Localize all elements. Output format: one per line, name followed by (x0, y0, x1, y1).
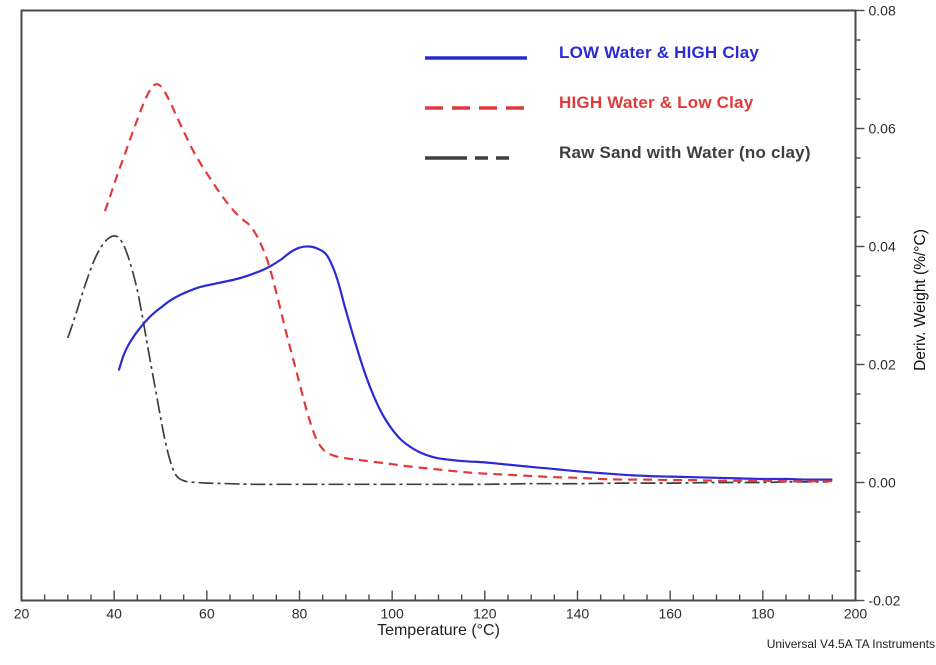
legend-label-low-water-high-clay: LOW Water & HIGH Clay (559, 43, 760, 62)
legend-label-high-water-low-clay: HIGH Water & Low Clay (559, 93, 754, 112)
svg-text:180: 180 (751, 606, 775, 622)
legend-line-sample-black-dash-dot (425, 149, 527, 160)
series-curve-2 (66, 235, 828, 486)
y-axis-title: Deriv. Weight (%/°C) (912, 229, 929, 371)
svg-text:0.08: 0.08 (869, 3, 896, 19)
legend-line-sample-red-dashed (425, 99, 527, 110)
svg-text:0.04: 0.04 (869, 239, 896, 255)
svg-text:60: 60 (199, 606, 215, 622)
svg-text:0.00: 0.00 (869, 475, 896, 491)
legend-label-raw-sand-with-water: Raw Sand with Water (no clay) (559, 143, 811, 162)
axis-tick-labels: 20 40 60 80 100 120 140 160 180 200-0.02 0.00 0.02 0… (14, 3, 901, 622)
credit-text: Universal V4.5A TA Instruments (766, 637, 935, 651)
svg-text:200: 200 (844, 606, 868, 622)
legend-item-raw-sand-with-water: Raw Sand with Water (no clay) (425, 128, 811, 178)
legend-item-low-water-high-clay: LOW Water & HIGH Clay (425, 28, 811, 78)
legend-item-high-water-low-clay: HIGH Water & Low Clay (425, 78, 811, 128)
svg-text:160: 160 (658, 606, 682, 622)
svg-text:80: 80 (292, 606, 308, 622)
x-axis-title: Temperature (°C) (377, 622, 500, 639)
svg-text:0.02: 0.02 (869, 357, 896, 373)
svg-text:20: 20 (14, 606, 30, 622)
svg-text:0.06: 0.06 (869, 121, 896, 137)
legend: LOW Water & HIGH Clay HIGH Water & Low C… (425, 28, 811, 178)
series-curve-1 (103, 83, 837, 483)
legend-line-sample-blue-solid (425, 49, 527, 60)
svg-text:140: 140 (566, 606, 590, 622)
axis-ticks (20, 9, 865, 602)
svg-text:-0.02: -0.02 (869, 593, 901, 609)
svg-text:120: 120 (473, 606, 497, 622)
svg-text:40: 40 (106, 606, 122, 622)
svg-text:100: 100 (380, 606, 404, 622)
series-curve-0 (117, 245, 833, 481)
